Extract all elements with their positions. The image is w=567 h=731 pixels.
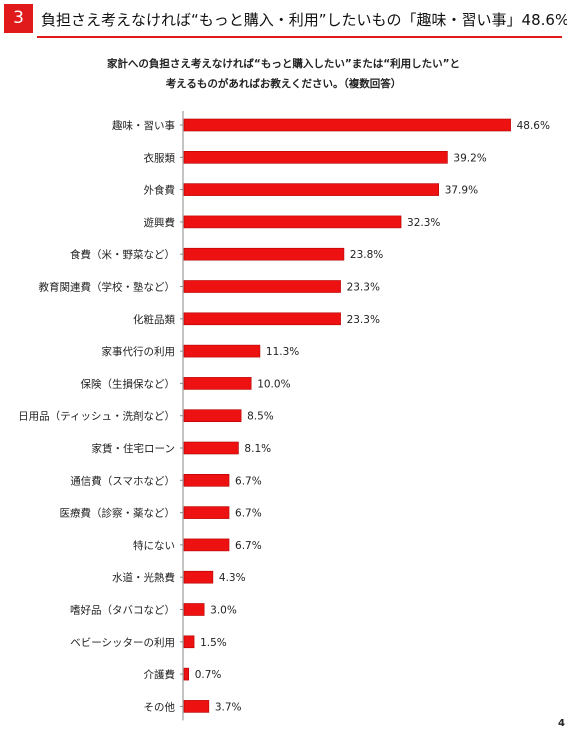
category-label: 衣服類 xyxy=(144,151,176,164)
bar xyxy=(183,700,210,713)
value-label: 39.2% xyxy=(453,152,486,164)
bar xyxy=(183,667,190,681)
bar xyxy=(183,441,239,455)
category-label: 家賃・住宅ローン xyxy=(92,442,175,455)
bar xyxy=(183,118,511,132)
bar xyxy=(183,183,439,196)
value-label: 3.0% xyxy=(210,605,237,617)
category-label: その他 xyxy=(144,700,176,713)
category-label: 水道・光熱費 xyxy=(112,571,175,584)
bar xyxy=(183,409,242,423)
bar xyxy=(183,151,448,164)
page-number: 4 xyxy=(558,718,565,729)
category-label: 日用品（ティッシュ・洗剤など） xyxy=(18,410,175,423)
category-label: 食費（米・野菜など） xyxy=(70,248,175,261)
bar xyxy=(183,247,345,261)
value-label: 23.8% xyxy=(350,249,383,261)
category-label: 特にない xyxy=(133,540,175,552)
bar xyxy=(183,506,230,519)
value-label: 6.7% xyxy=(235,475,262,487)
header-underline xyxy=(37,36,562,38)
category-label: 嗜好品（タバコなど） xyxy=(70,605,175,617)
value-label: 48.6% xyxy=(517,120,550,132)
category-label: 外食費 xyxy=(144,184,176,197)
bar xyxy=(183,538,230,552)
value-label: 4.3% xyxy=(219,572,246,584)
bar xyxy=(183,635,195,649)
section-number-badge: 3 xyxy=(4,4,33,33)
bar xyxy=(183,377,252,390)
bar xyxy=(183,312,341,326)
category-label: ベビーシッターの利用 xyxy=(70,637,175,649)
value-label: 1.5% xyxy=(200,637,227,649)
bar xyxy=(183,344,261,358)
value-label: 0.7% xyxy=(195,669,222,681)
value-label: 11.3% xyxy=(266,346,299,358)
bar xyxy=(183,473,230,487)
category-label: 化粧品類 xyxy=(133,313,175,326)
page-header: 3 負担さえ考えなければ“もっと購入・利用”したいもの「趣味・習い事」48.6% xyxy=(0,0,567,38)
value-label: 3.7% xyxy=(215,701,242,713)
question-line-2: 考えるものがあればお教えください。（複数回答） xyxy=(165,78,402,90)
value-label: 37.9% xyxy=(445,185,478,197)
value-label: 32.3% xyxy=(407,217,440,229)
category-label: 通信費（スマホなど） xyxy=(70,474,175,487)
category-label: 医療費（診察・薬など） xyxy=(60,507,176,520)
value-label: 8.1% xyxy=(244,443,271,455)
bar xyxy=(183,215,402,229)
bar xyxy=(183,570,214,584)
value-label: 10.0% xyxy=(257,378,290,390)
category-label: 保険（生損保など） xyxy=(81,377,176,390)
category-label: 教育関連費（学校・塾など） xyxy=(39,281,176,294)
bar xyxy=(183,603,205,616)
category-label: 家事代行の利用 xyxy=(102,345,176,358)
value-label: 8.5% xyxy=(247,411,274,423)
question-line-1: 家計への負担さえ考えなければ“もっと購入したい”または“利用したい”と xyxy=(106,58,461,70)
value-label: 23.3% xyxy=(347,282,380,294)
value-label: 6.7% xyxy=(235,540,262,552)
category-label: 遊興費 xyxy=(144,216,176,229)
category-label: 介護費 xyxy=(144,668,176,681)
bar xyxy=(183,280,341,293)
page-title: 負担さえ考えなければ“もっと購入・利用”したいもの「趣味・習い事」48.6% xyxy=(41,11,567,29)
value-label: 6.7% xyxy=(235,508,262,520)
category-label: 趣味・習い事 xyxy=(112,119,175,132)
value-label: 23.3% xyxy=(347,314,380,326)
